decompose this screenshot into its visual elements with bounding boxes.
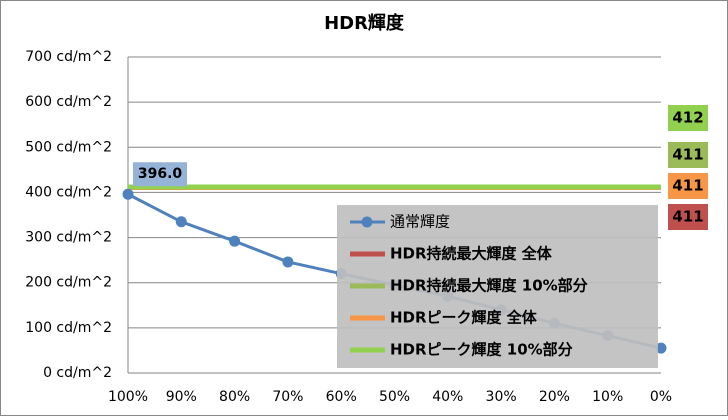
y-tick-label: 400 cd/m^2	[25, 184, 112, 200]
data-label-box	[668, 142, 708, 168]
x-tick-label: 0%	[650, 389, 672, 405]
x-tick-label: 50%	[379, 389, 410, 405]
data-label-box	[668, 173, 708, 199]
x-tick-label: 60%	[326, 389, 357, 405]
y-tick-label: 700 cd/m^2	[25, 49, 112, 65]
chart-title: HDR輝度	[324, 12, 405, 34]
data-label-box	[133, 162, 187, 187]
legend-box	[337, 205, 658, 368]
legend-marker	[361, 216, 373, 228]
legend-label: HDRピーク輝度 全体	[390, 309, 538, 327]
x-tick-label: 40%	[432, 389, 463, 405]
x-tick-label: 90%	[166, 389, 197, 405]
x-tick-label: 10%	[592, 389, 623, 405]
y-tick-label: 500 cd/m^2	[25, 139, 112, 155]
data-label: 411	[672, 208, 703, 226]
data-label-box	[668, 105, 708, 131]
x-tick-label: 20%	[539, 389, 570, 405]
y-tick-label: 200 cd/m^2	[25, 275, 112, 291]
y-tick-label: 0 cd/m^2	[43, 365, 112, 381]
x-tick-label: 100%	[108, 389, 148, 405]
x-tick-label: 30%	[486, 389, 517, 405]
data-label: 412	[672, 109, 703, 127]
data-label-box	[668, 204, 708, 230]
y-tick-label: 300 cd/m^2	[25, 230, 112, 246]
point-marker	[229, 235, 241, 247]
legend-label: 通常輝度	[390, 213, 450, 231]
x-tick-label: 70%	[272, 389, 303, 405]
y-tick-label: 600 cd/m^2	[25, 94, 112, 110]
point-marker	[282, 256, 294, 268]
data-label: 411	[672, 146, 703, 164]
legend-label: HDR持続最大輝度 全体	[390, 245, 553, 263]
x-tick-label: 80%	[219, 389, 250, 405]
y-tick-label: 100 cd/m^2	[25, 320, 112, 336]
data-label: 396.0	[138, 166, 183, 182]
legend-label: HDR持続最大輝度 10%部分	[390, 277, 588, 295]
point-marker	[122, 188, 134, 200]
point-marker	[175, 216, 187, 228]
data-label: 411	[672, 177, 703, 195]
legend-label: HDRピーク輝度 10%部分	[390, 341, 573, 359]
point-marker	[655, 342, 667, 354]
